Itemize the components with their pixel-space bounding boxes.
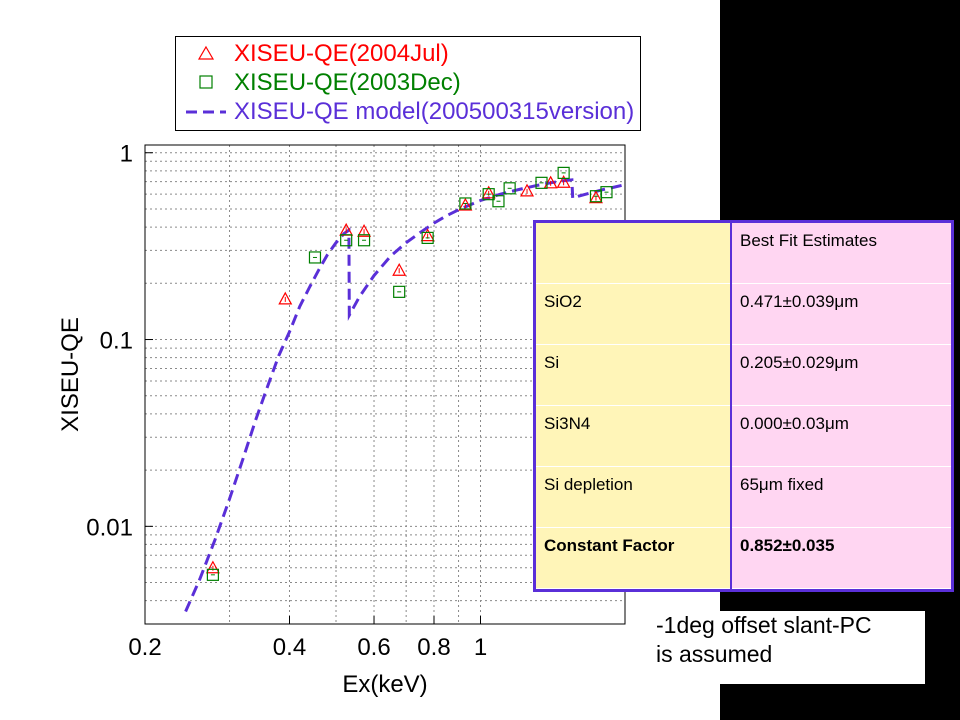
model-series-line <box>184 178 626 613</box>
dashed-line-icon <box>186 110 226 114</box>
data-point-2003dec <box>421 231 434 244</box>
param-label: Si3N4 <box>536 405 732 467</box>
y-axis-label: XISEU-QE <box>57 317 84 432</box>
data-point-2003dec <box>503 182 516 195</box>
square-marker <box>557 166 570 179</box>
data-point-2003dec <box>535 176 548 189</box>
best-fit-table: Best Fit Estimates SiO2 0.471±0.039μm Si… <box>533 220 954 592</box>
param-value: 0.471±0.039μm <box>731 283 951 345</box>
square-marker <box>459 197 472 210</box>
legend-entry-2004jul: XISEU-QE(2004Jul) <box>176 41 640 67</box>
square-marker-icon <box>199 75 213 89</box>
param-value: 0.852±0.035 <box>731 527 951 590</box>
table-row: Si3N4 0.000±0.03μm <box>536 405 951 467</box>
square-marker <box>600 186 613 199</box>
triangle-marker <box>543 175 558 189</box>
data-point-2003dec <box>206 568 219 581</box>
y-tick-label: 0.01 <box>86 514 133 541</box>
table-row: Si depletion 65μm fixed <box>536 466 951 528</box>
data-point-2004jul <box>392 262 407 276</box>
param-value: 65μm fixed <box>731 466 951 528</box>
square-marker <box>421 231 434 244</box>
triangle-marker <box>481 185 496 199</box>
x-tick-label: 1 <box>474 634 487 661</box>
data-point-2004jul <box>556 174 571 188</box>
table-header: Best Fit Estimates <box>731 223 951 284</box>
legend-entry-model: XISEU-QE model(200500315version) <box>176 99 640 125</box>
data-point-2003dec <box>492 195 505 208</box>
triangle-marker <box>392 262 407 276</box>
data-point-2003dec <box>600 186 613 199</box>
triangle-marker <box>556 174 571 188</box>
square-marker <box>482 188 495 201</box>
table-row: Si 0.205±0.029μm <box>536 344 951 406</box>
param-label: Si depletion <box>536 466 732 528</box>
param-label: SiO2 <box>536 283 732 345</box>
data-point-2004jul <box>481 185 496 199</box>
param-value: 0.000±0.03μm <box>731 405 951 467</box>
param-value: 0.205±0.029μm <box>731 344 951 406</box>
data-point-2004jul <box>357 223 372 237</box>
x-tick-label: 0.4 <box>273 634 306 661</box>
data-point-2004jul <box>520 183 535 197</box>
data-point-2003dec <box>459 197 472 210</box>
note-line-2: is assumed <box>656 641 773 667</box>
table-cell <box>536 223 732 284</box>
y-tick-label: 0.1 <box>100 328 133 355</box>
table-row: SiO2 0.471±0.039μm <box>536 283 951 345</box>
y-tick-label: 1 <box>120 141 133 168</box>
triangle-marker <box>420 228 435 242</box>
square-marker <box>308 251 322 264</box>
x-tick-label: 0.8 <box>417 634 450 661</box>
legend-label: XISEU-QE(2003Dec) <box>234 69 461 96</box>
square-marker <box>340 234 353 247</box>
legend-label: XISEU-QE model(200500315version) <box>234 98 635 125</box>
legend-label: XISEU-QE(2004Jul) <box>234 40 449 67</box>
data-point-2003dec <box>557 166 570 179</box>
legend: XISEU-QE(2004Jul) XISEU-QE(2003Dec) XISE… <box>175 36 641 131</box>
triangle-marker <box>278 291 293 305</box>
square-marker <box>492 195 505 208</box>
data-point-2004jul <box>205 560 220 574</box>
data-points <box>205 166 613 581</box>
x-axis-label: Ex(keV) <box>342 671 427 698</box>
axis-ticks: 0.2 0.4 0.6 0.8 1 0.01 0.1 1 <box>86 141 487 661</box>
triangle-marker <box>357 223 372 237</box>
param-label: Constant Factor <box>536 527 732 590</box>
model-curve <box>184 178 626 613</box>
square-marker <box>393 285 406 298</box>
triangle-marker <box>458 197 473 211</box>
data-point-2004jul <box>588 190 603 204</box>
x-tick-label: 0.2 <box>128 634 161 661</box>
data-point-2004jul <box>543 175 558 189</box>
note-line-1: -1deg offset slant-PC <box>656 612 872 638</box>
triangle-marker <box>588 190 603 204</box>
assumption-note: -1deg offset slant-PC is assumed <box>642 611 925 684</box>
triangle-marker <box>520 183 535 197</box>
triangle-marker-icon <box>197 45 215 60</box>
data-point-2003dec <box>393 285 406 298</box>
param-label: Si <box>536 344 732 406</box>
data-point-2003dec <box>357 234 371 247</box>
square-marker <box>357 234 371 247</box>
square-marker <box>206 568 219 581</box>
square-marker <box>535 176 548 189</box>
table-row: Constant Factor 0.852±0.035 <box>536 527 951 590</box>
legend-entry-2003dec: XISEU-QE(2003Dec) <box>176 70 640 96</box>
data-point-2003dec <box>340 234 353 247</box>
table-row: Best Fit Estimates <box>536 223 951 284</box>
x-tick-label: 0.6 <box>357 634 390 661</box>
triangle-marker <box>205 560 220 574</box>
data-point-2003dec <box>482 188 495 201</box>
data-point-2004jul <box>278 291 293 305</box>
data-point-2003dec <box>308 251 322 264</box>
square-marker <box>503 182 516 195</box>
